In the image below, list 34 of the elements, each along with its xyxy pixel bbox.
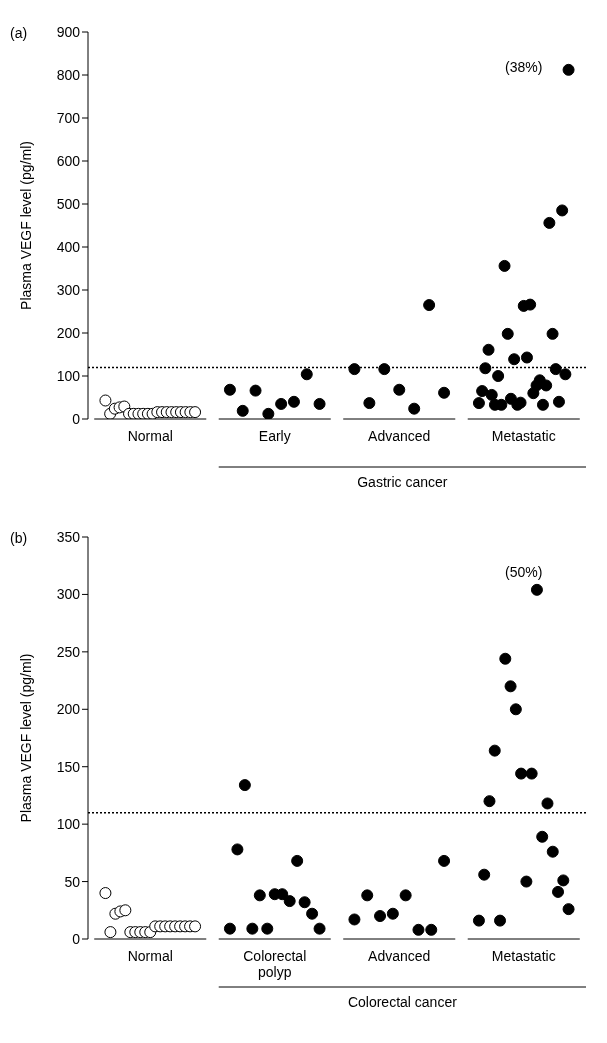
y-tick-label: 50 bbox=[64, 873, 81, 890]
y-tick-label: 100 bbox=[56, 367, 81, 384]
y-tick-label: 500 bbox=[56, 195, 81, 212]
text: Colorectal cancer bbox=[347, 994, 458, 1010]
y-axis-title: Plasma VEGF level (pg/ml) bbox=[17, 653, 34, 823]
y-tick-label: 600 bbox=[56, 152, 81, 169]
y-tick-label: 150 bbox=[56, 758, 81, 775]
y-tick-label: 900 bbox=[56, 23, 81, 40]
y-tick-label: 0 bbox=[72, 930, 81, 947]
x-tick-label: Normal bbox=[127, 948, 173, 964]
x-tick-label: Metastatic bbox=[491, 948, 556, 964]
chart-title: (a) bbox=[10, 25, 28, 41]
text: Gastric cancer bbox=[357, 474, 448, 490]
annotation: (50%) bbox=[505, 563, 543, 580]
x-tick-label: Early bbox=[258, 428, 291, 444]
x-tick-label: Normal bbox=[127, 428, 173, 444]
y-tick-label: 400 bbox=[56, 238, 81, 255]
y-tick-label: 250 bbox=[56, 643, 81, 660]
y-tick-label: 300 bbox=[56, 281, 81, 298]
y-tick-label: 700 bbox=[56, 109, 81, 126]
x-tick-label: Colorectal polyp bbox=[243, 948, 307, 980]
y-tick-label: 100 bbox=[56, 816, 81, 833]
y-axis-title: Plasma VEGF level (pg/ml) bbox=[17, 141, 34, 310]
chart-title: (b) bbox=[10, 530, 28, 546]
y-tick-label: 350 bbox=[56, 528, 81, 545]
y-tick-label: 300 bbox=[56, 586, 81, 603]
x-tick-label: Advanced bbox=[368, 428, 431, 444]
y-tick-label: 0 bbox=[72, 410, 81, 427]
y-tick-label: 200 bbox=[56, 701, 81, 718]
x-tick-label: Advanced bbox=[368, 948, 431, 964]
x-tick-label: Metastatic bbox=[491, 428, 556, 444]
y-tick-label: 200 bbox=[56, 324, 81, 341]
annotation: (38%) bbox=[505, 58, 543, 75]
y-tick-label: 800 bbox=[56, 66, 81, 83]
